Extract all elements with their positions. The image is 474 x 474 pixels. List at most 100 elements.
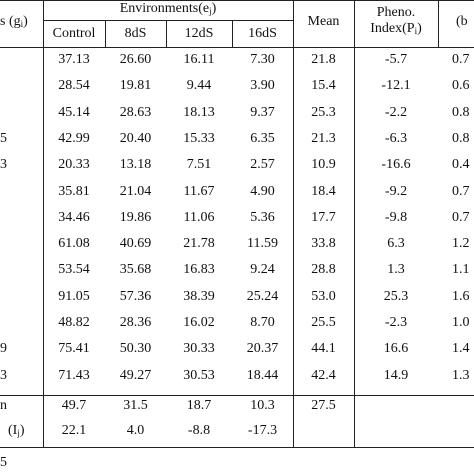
cell-12ds: 30.33 — [183, 341, 215, 356]
subheader-divider-3 — [232, 20, 233, 47]
cell-12ds: 7.51 — [186, 157, 212, 172]
footer-fragment: 5 — [0, 455, 7, 470]
cell-mean: 25.3 — [311, 105, 336, 120]
cell-16ds: 20.37 — [246, 341, 279, 356]
pheno-header-line1: Pheno. — [376, 5, 416, 20]
cell-12ds: 16.02 — [183, 315, 215, 330]
header-bottom-rule — [0, 47, 474, 48]
cell-mean: 21.3 — [311, 131, 336, 146]
cell-mean: 25.5 — [311, 315, 336, 330]
cell-8ds: 19.86 — [119, 210, 152, 225]
subheader-divider-1 — [105, 20, 106, 47]
cell-mean: 15.4 — [311, 78, 336, 93]
cell-8ds: 26.60 — [119, 52, 152, 67]
cell-8ds: 50.30 — [119, 341, 152, 356]
cell-last-col: 1.4 — [452, 341, 470, 356]
summary-index-8ds: 4.0 — [126, 423, 145, 438]
summary-mean-12ds: 18.7 — [186, 398, 212, 413]
cell-mean: 44.1 — [311, 341, 336, 356]
summary-mean-8ds: 31.5 — [123, 398, 148, 413]
cell-pheno-index: 25.3 — [383, 289, 409, 304]
cell-control: 53.54 — [58, 262, 90, 277]
cell-control: 34.46 — [58, 210, 90, 225]
pheno-header-line2: Index(Pi) — [370, 21, 422, 36]
cell-12ds: 38.39 — [183, 289, 215, 304]
col-divider-after-pheno — [438, 0, 439, 47]
cell-last-col: 0.6 — [452, 78, 470, 93]
summary-index-control: 22.1 — [61, 423, 87, 438]
cell-16ds: 8.70 — [250, 315, 275, 330]
cell-16ds: 6.35 — [250, 131, 275, 146]
cell-last-col: 0.8 — [452, 105, 470, 120]
cell-mean: 10.9 — [311, 157, 336, 172]
cell-control: 61.08 — [58, 236, 90, 251]
cell-pheno-index: -16.6 — [381, 157, 411, 172]
cell-last-col: 0.8 — [452, 131, 470, 146]
cell-8ds: 28.63 — [119, 105, 152, 120]
summary-index-16ds: -17.3 — [247, 423, 278, 438]
cell-control: 20.33 — [58, 157, 90, 172]
summary-mean-mean: 27.5 — [311, 398, 336, 413]
cell-16ds: 7.30 — [250, 52, 275, 67]
cell-16ds: 5.36 — [250, 210, 275, 225]
cell-8ds: 49.27 — [119, 368, 152, 383]
cell-12ds: 11.06 — [183, 210, 215, 225]
summary-mean-control: 49.7 — [61, 398, 87, 413]
row-genotype-fragment: 5 — [0, 131, 7, 146]
cell-pheno-index: 16.6 — [383, 341, 409, 356]
cell-pheno-index: -2.2 — [384, 105, 408, 120]
cell-control: 37.13 — [58, 52, 90, 67]
cell-pheno-index: -6.3 — [384, 131, 408, 146]
cell-16ds: 9.37 — [250, 105, 275, 120]
cell-12ds: 16.83 — [183, 262, 215, 277]
cell-8ds: 57.36 — [119, 289, 152, 304]
cell-mean: 33.8 — [311, 236, 336, 251]
col-divider-left — [43, 0, 44, 447]
genotypes-header: s (gi) — [0, 14, 28, 29]
cell-16ds: 2.57 — [250, 157, 275, 172]
last-col-header: (b — [456, 14, 468, 29]
cell-8ds: 28.36 — [119, 315, 152, 330]
cell-12ds: 21.78 — [183, 236, 215, 251]
cell-mean: 17.7 — [311, 210, 336, 225]
cell-control: 35.81 — [58, 184, 90, 199]
cell-control: 42.99 — [58, 131, 90, 146]
cell-mean: 21.8 — [311, 52, 336, 67]
cell-last-col: 1.6 — [452, 289, 470, 304]
cell-pheno-index: -9.8 — [384, 210, 408, 225]
cell-pheno-index: 14.9 — [383, 368, 409, 383]
cell-8ds: 19.81 — [119, 78, 152, 93]
pheno-index-header: Pheno. Index(Pi) — [354, 5, 438, 39]
cell-pheno-index: -9.2 — [384, 184, 408, 199]
row-genotype-fragment: 3 — [0, 368, 7, 383]
environments-header: Environments(ej) — [119, 1, 217, 16]
cell-12ds: 18.13 — [183, 105, 215, 120]
summary-mean-left: n — [0, 398, 7, 413]
cell-pheno-index: -2.3 — [384, 315, 408, 330]
summary-mean-16ds: 10.3 — [250, 398, 275, 413]
cell-16ds: 18.44 — [246, 368, 279, 383]
cell-mean: 28.8 — [311, 262, 336, 277]
cell-mean: 53.0 — [311, 289, 336, 304]
cell-pheno-index: 1.3 — [387, 262, 405, 277]
col-divider-after-mean — [354, 0, 355, 447]
row-genotype-fragment: 3 — [0, 157, 7, 172]
top-rule-upper — [0, 0, 474, 1]
mean-header: Mean — [307, 14, 340, 29]
cell-last-col: 1.3 — [452, 368, 470, 383]
cell-control: 28.54 — [58, 78, 90, 93]
cell-last-col: 1.2 — [452, 236, 470, 251]
cell-last-col: 1.1 — [452, 262, 470, 277]
cell-pheno-index: 6.3 — [387, 236, 405, 251]
cell-16ds: 4.90 — [250, 184, 275, 199]
summary-index-12ds: -8.8 — [187, 423, 211, 438]
cell-last-col: 0.4 — [452, 157, 470, 172]
cell-8ds: 40.69 — [119, 236, 152, 251]
cell-mean: 18.4 — [311, 184, 336, 199]
col-header-16ds: 16dS — [248, 26, 277, 41]
row-genotype-fragment: 9 — [0, 341, 7, 356]
cell-last-col: 0.7 — [452, 52, 470, 67]
cell-16ds: 11.59 — [247, 236, 278, 251]
summary-index-left: (Ij) — [8, 423, 25, 438]
environments-underline — [43, 20, 293, 21]
